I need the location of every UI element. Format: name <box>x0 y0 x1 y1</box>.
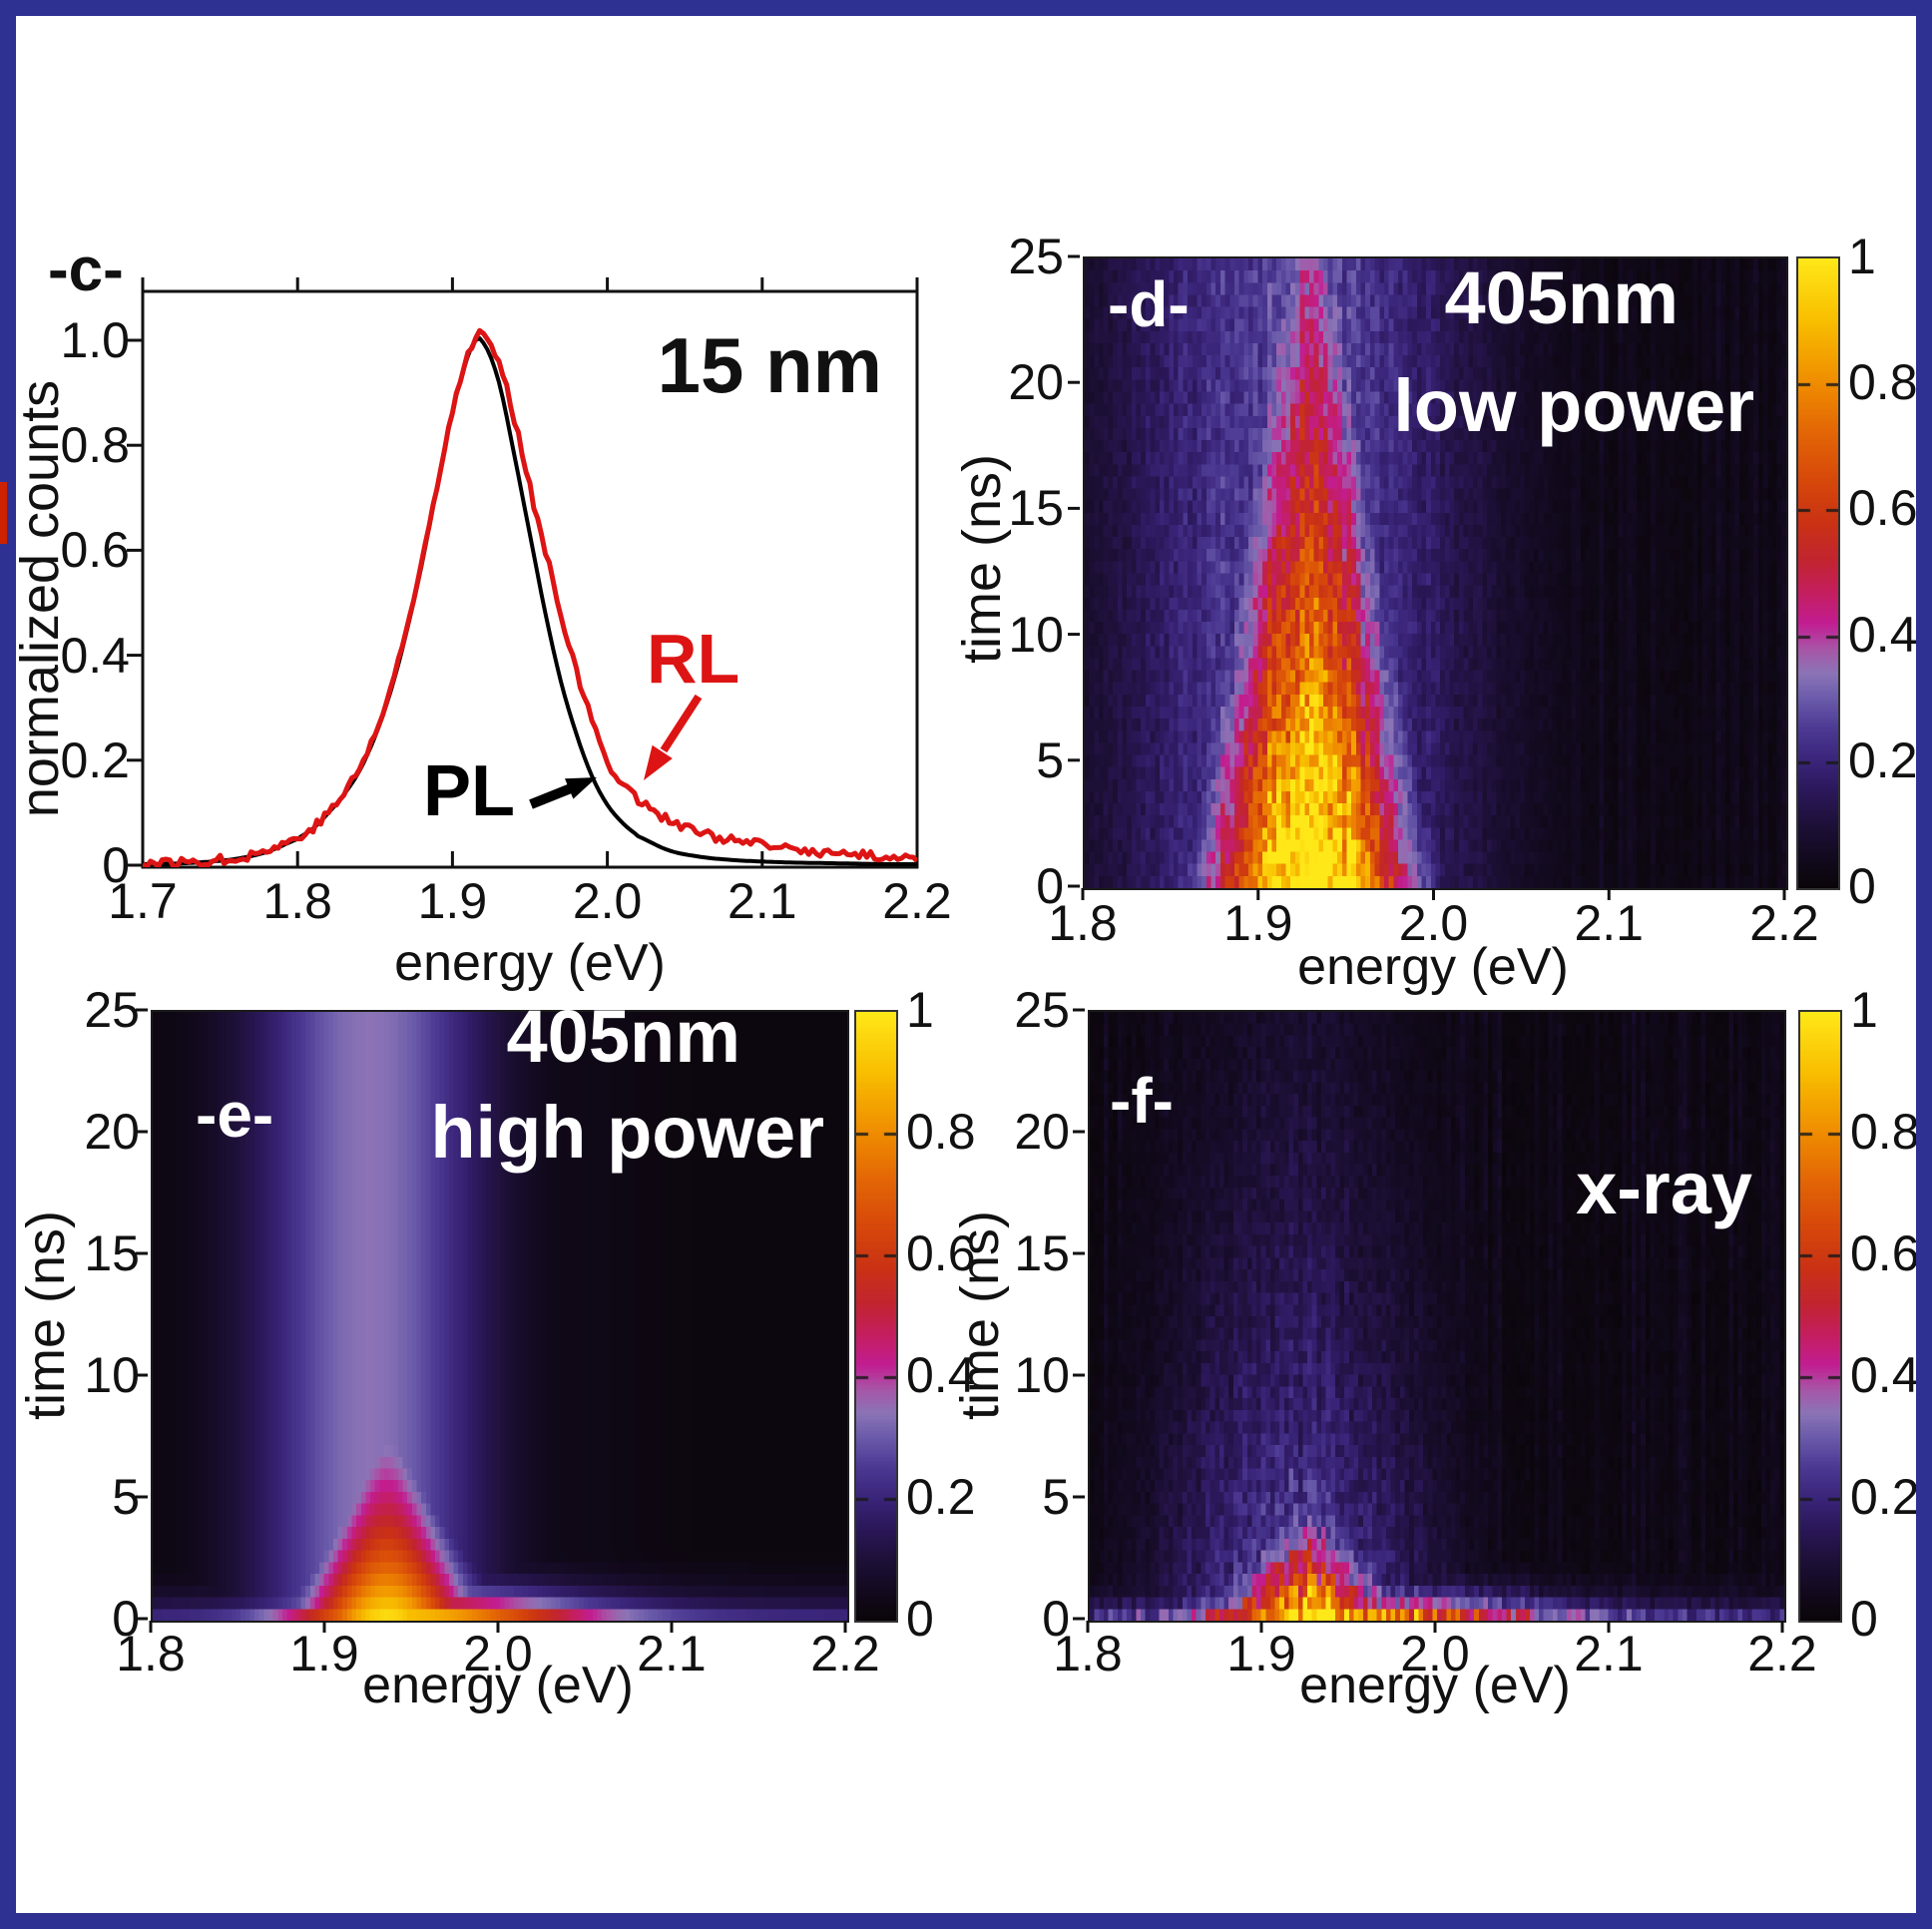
panel-d-y-tick-label: 5 <box>1036 731 1064 788</box>
panel-c-y-tick-label: 0.4 <box>60 627 130 684</box>
panel-e-colorbar-tick-label: 1 <box>906 982 934 1038</box>
pl-curve <box>143 335 917 866</box>
panel-c-y-tick-label: 0.6 <box>60 522 130 579</box>
panel-d-x-tick-label: 1.9 <box>1222 895 1293 951</box>
panel-e-label: -e- <box>196 1079 274 1151</box>
panel-e-y-tick-label: 0 <box>112 1591 140 1647</box>
panel-c-x-tick-label: 2.2 <box>882 873 952 929</box>
rl-arrow-line <box>660 694 703 753</box>
panel-f-y-tick-label: 15 <box>1014 1225 1070 1281</box>
rl-curve <box>143 327 917 867</box>
panel-e-y-tick-label: 20 <box>84 1104 140 1160</box>
panel-f-annotation-1: x-ray <box>1576 1147 1752 1229</box>
panel-d-x-tick-label: 2.1 <box>1574 895 1644 951</box>
panel-c-xaxis-title: energy (eV) <box>394 934 666 992</box>
panel-f-colorbar-tick-label: 1 <box>1850 982 1878 1038</box>
panel-d-x-tick-label: 1.8 <box>1048 895 1118 951</box>
panel-f-colorbar-tick-label: 0 <box>1850 1591 1878 1647</box>
pl-arrow-line <box>529 783 573 809</box>
panel-d-y-tick-label: 20 <box>1008 354 1064 411</box>
panel-e-annotation-1: 405nm <box>506 995 740 1078</box>
panel-f-y-tick-label: 20 <box>1014 1104 1070 1160</box>
colorbar-d <box>1796 256 1840 890</box>
panel-d-colorbar-tick-label: 1 <box>1848 229 1876 284</box>
panel-f-y-tick-label: 5 <box>1042 1469 1070 1525</box>
panel-c-x-tick-label: 1.7 <box>108 873 178 929</box>
panel-d-y-tick-label: 10 <box>1008 606 1064 663</box>
panel-d-y-tick-label: 0 <box>1036 858 1064 914</box>
panel-c-y-tick-label: 0.8 <box>60 417 130 474</box>
panel-d-x-tick-label: 2.2 <box>1749 895 1819 951</box>
panel-d-annotation-1: 405nm <box>1444 256 1679 339</box>
panel-d-colorbar-tick-label: 0.8 <box>1848 354 1918 411</box>
panel-f-x-tick-label: 2.1 <box>1574 1626 1644 1682</box>
panel-e-annotation-2: high power <box>430 1091 824 1174</box>
panel-f-x-tick-label: 2.0 <box>1400 1626 1470 1682</box>
panel-c-x-tick-label: 1.9 <box>417 873 488 929</box>
panel-f-colorbar-tick-label: 0.2 <box>1850 1469 1920 1525</box>
panel-c-y-tick-label: 0 <box>102 837 130 893</box>
panel-f-colorbar-tick-label: 0.6 <box>1850 1225 1920 1281</box>
panel-e-xaxis-title: energy (eV) <box>362 1657 634 1714</box>
panel-c-x-tick-label: 1.8 <box>262 873 332 929</box>
panel-e-colorbar-tick-label: 0.6 <box>906 1225 976 1281</box>
pl-series-label: PL <box>423 751 516 831</box>
panel-e-colorbar-tick-label: 0.2 <box>906 1469 976 1525</box>
panel-e-y-tick-label: 5 <box>112 1469 140 1525</box>
panel-e-colorbar-tick-label: 0.4 <box>906 1347 976 1403</box>
panel-e-colorbar-tick-label: 0 <box>906 1591 934 1647</box>
panel-d-colorbar-tick-label: 0.6 <box>1848 480 1918 537</box>
panel-c-y-tick-label: 0.2 <box>60 731 130 788</box>
panel-f-x-tick-label: 1.9 <box>1226 1626 1296 1682</box>
colorbar-f <box>1798 1010 1842 1623</box>
panel-e-y-tick-label: 25 <box>84 982 140 1038</box>
panel-f-y-tick-label: 25 <box>1014 982 1070 1038</box>
pl-arrow-head <box>565 777 597 799</box>
panel-e-x-tick-label: 1.9 <box>289 1626 359 1682</box>
panel-e-y-tick-label: 10 <box>84 1347 140 1403</box>
panel-e-colorbar-tick-label: 0.8 <box>906 1104 976 1160</box>
panel-d-colorbar-tick-label: 0 <box>1848 858 1876 914</box>
panel-d-y-tick-label: 25 <box>1008 229 1064 284</box>
rl-series-label: RL <box>647 620 740 698</box>
heatmap-d <box>1083 256 1788 890</box>
panel-f-colorbar-tick-label: 0.8 <box>1850 1104 1920 1160</box>
panel-f-y-tick-label: 10 <box>1014 1347 1070 1403</box>
panel-e-x-tick-label: 2.1 <box>637 1626 707 1682</box>
panel-d-x-tick-label: 2.0 <box>1398 895 1469 951</box>
panel-c-annotation: 15 nm <box>657 321 882 409</box>
panel-d-xaxis-title: energy (eV) <box>1297 938 1569 996</box>
panel-c-x-tick-label: 2.0 <box>572 873 643 929</box>
panel-c-label: -c- <box>48 236 124 304</box>
panel-e-y-tick-label: 15 <box>84 1225 140 1281</box>
panel-f-xaxis-title: energy (eV) <box>1299 1657 1571 1714</box>
heatmap-e <box>151 1010 849 1623</box>
panel-e-x-tick-label: 1.8 <box>116 1626 186 1682</box>
heatmap-f <box>1088 1010 1786 1623</box>
panel-f-x-tick-label: 1.8 <box>1053 1626 1123 1682</box>
panel-f-label: -f- <box>1110 1065 1174 1137</box>
panel-c-y-tick-label: 1.0 <box>60 312 130 368</box>
panel-d-label: -d- <box>1108 268 1190 340</box>
edge-artifact <box>0 482 7 544</box>
panel-d-annotation-2: low power <box>1393 364 1754 447</box>
colorbar-e <box>854 1010 898 1623</box>
panel-e-x-tick-label: 2.0 <box>463 1626 533 1682</box>
rl-arrow-head <box>644 744 673 780</box>
panel-d-y-tick-label: 15 <box>1008 480 1064 537</box>
panel-f-x-tick-label: 2.2 <box>1747 1626 1817 1682</box>
panel-f-y-tick-label: 0 <box>1042 1591 1070 1647</box>
panel-c-x-tick-label: 2.1 <box>727 873 797 929</box>
panel-d-colorbar-tick-label: 0.4 <box>1848 606 1918 663</box>
panel-d-colorbar-tick-label: 0.2 <box>1848 731 1918 788</box>
panel-e-x-tick-label: 2.2 <box>810 1626 880 1682</box>
panel-f-colorbar-tick-label: 0.4 <box>1850 1347 1920 1403</box>
